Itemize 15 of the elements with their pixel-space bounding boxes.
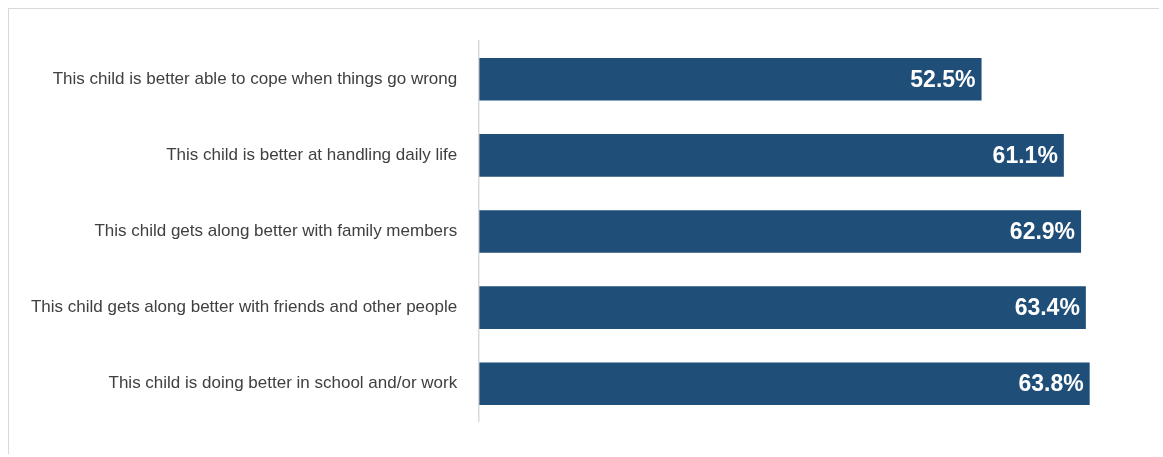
data-label: 52.5%: [910, 65, 976, 92]
y-tick-label: This child gets along better with friends and other people: [30, 297, 458, 317]
y-tick-label: This child gets along better with family members: [94, 221, 458, 241]
data-label: 62.9%: [1009, 217, 1076, 244]
bar: [479, 286, 1086, 329]
data-label: 63.8%: [1018, 370, 1084, 397]
y-tick-label: This child is better able to cope when things go wrong: [52, 68, 458, 88]
y-tick-label: This child is doing better in school and/or work: [108, 373, 458, 393]
bar: [479, 57, 982, 101]
bar: [479, 210, 1082, 253]
bar: [479, 362, 1090, 406]
data-label: 63.4%: [1014, 293, 1080, 320]
y-tick-label: This child is better at handling daily life: [166, 145, 458, 165]
data-label: 61.1%: [992, 141, 1058, 168]
bar: [479, 134, 1064, 177]
